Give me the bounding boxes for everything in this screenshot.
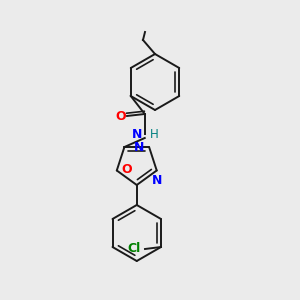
- Text: N: N: [131, 128, 142, 142]
- Text: O: O: [122, 163, 132, 176]
- Text: N: N: [134, 140, 144, 154]
- Text: N: N: [152, 175, 162, 188]
- Text: Cl: Cl: [128, 242, 141, 256]
- Text: O: O: [116, 110, 126, 122]
- Text: H: H: [150, 128, 158, 142]
